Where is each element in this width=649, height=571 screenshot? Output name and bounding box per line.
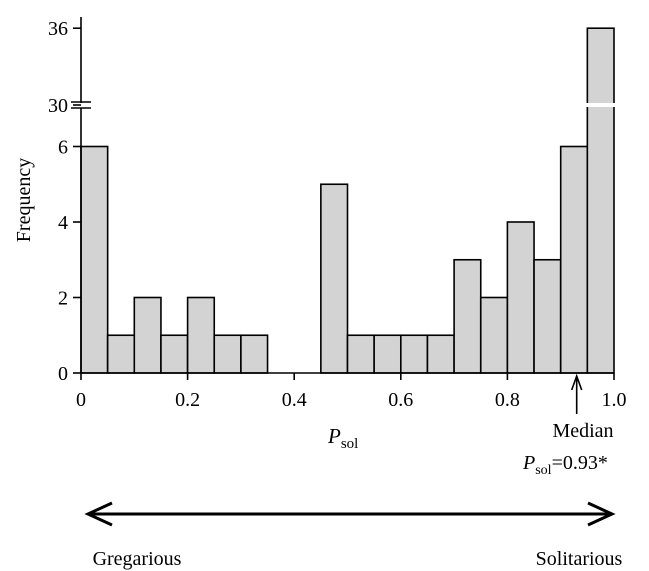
x-tick-label: 0.6 [388,389,413,411]
scale-arrow-left-head [84,501,113,527]
histogram-bar [559,145,589,374]
histogram-bar [479,296,509,374]
y-tick-label: 6 [58,137,68,159]
median-value-label: Psol=0.93* [522,452,608,478]
x-tick-label: 0.4 [282,389,307,411]
x-tick-label: 0.8 [495,389,520,411]
histogram-bar [586,27,615,374]
histogram-bar [346,334,375,374]
histogram-bar [533,258,562,374]
median-p-main: P [522,452,535,474]
histogram-bar [160,334,189,374]
histogram-bar [106,334,136,374]
histogram-bar [373,334,402,374]
median-label: Median [552,420,613,442]
gregarious-label: Gregarious [93,548,182,570]
gregarious-solitarious-arrow [84,501,616,527]
y-tick-label: 2 [58,288,68,310]
histogram-bar [240,334,269,374]
median-p-sub: sol [535,463,551,478]
histogram-bar [320,183,349,374]
x-tick-label: 1.0 [602,389,627,411]
histogram-bar [80,145,109,374]
median-p-suffix: =0.93* [552,452,608,474]
histogram-bar [453,258,482,374]
histogram-bar [213,334,242,374]
x-tick-label: 0.2 [175,389,200,411]
y-tick-label: 4 [58,212,68,234]
y-tick-label: 0 [58,363,68,385]
labels-group: Frequency Psol Median Psol=0.93* Gregari… [13,158,623,570]
axes-group: 0 2 4 6 30 36 0 0.2 0.4 0.6 0.8 1.0 [48,17,627,414]
y-axis-label: Frequency [13,158,35,242]
histogram-bar [506,221,535,374]
histogram-bar [186,296,216,374]
y-tick-label: 36 [48,18,68,40]
x-tick-label: 0 [76,389,86,411]
bar-break-gap [586,103,615,107]
scale-arrow-right-head [587,501,616,527]
bars-group [80,27,615,374]
x-axis-label-sub: sol [341,436,359,452]
x-axis-label-main: P [327,424,341,448]
solitarious-label: Solitarious [536,548,623,570]
histogram-bar [399,334,429,374]
y-tick-label: 30 [48,95,68,117]
histogram-bar [133,296,162,374]
x-axis-label: Psol [327,424,358,452]
histogram-bar [426,334,455,374]
median-arrow-head [570,373,583,391]
